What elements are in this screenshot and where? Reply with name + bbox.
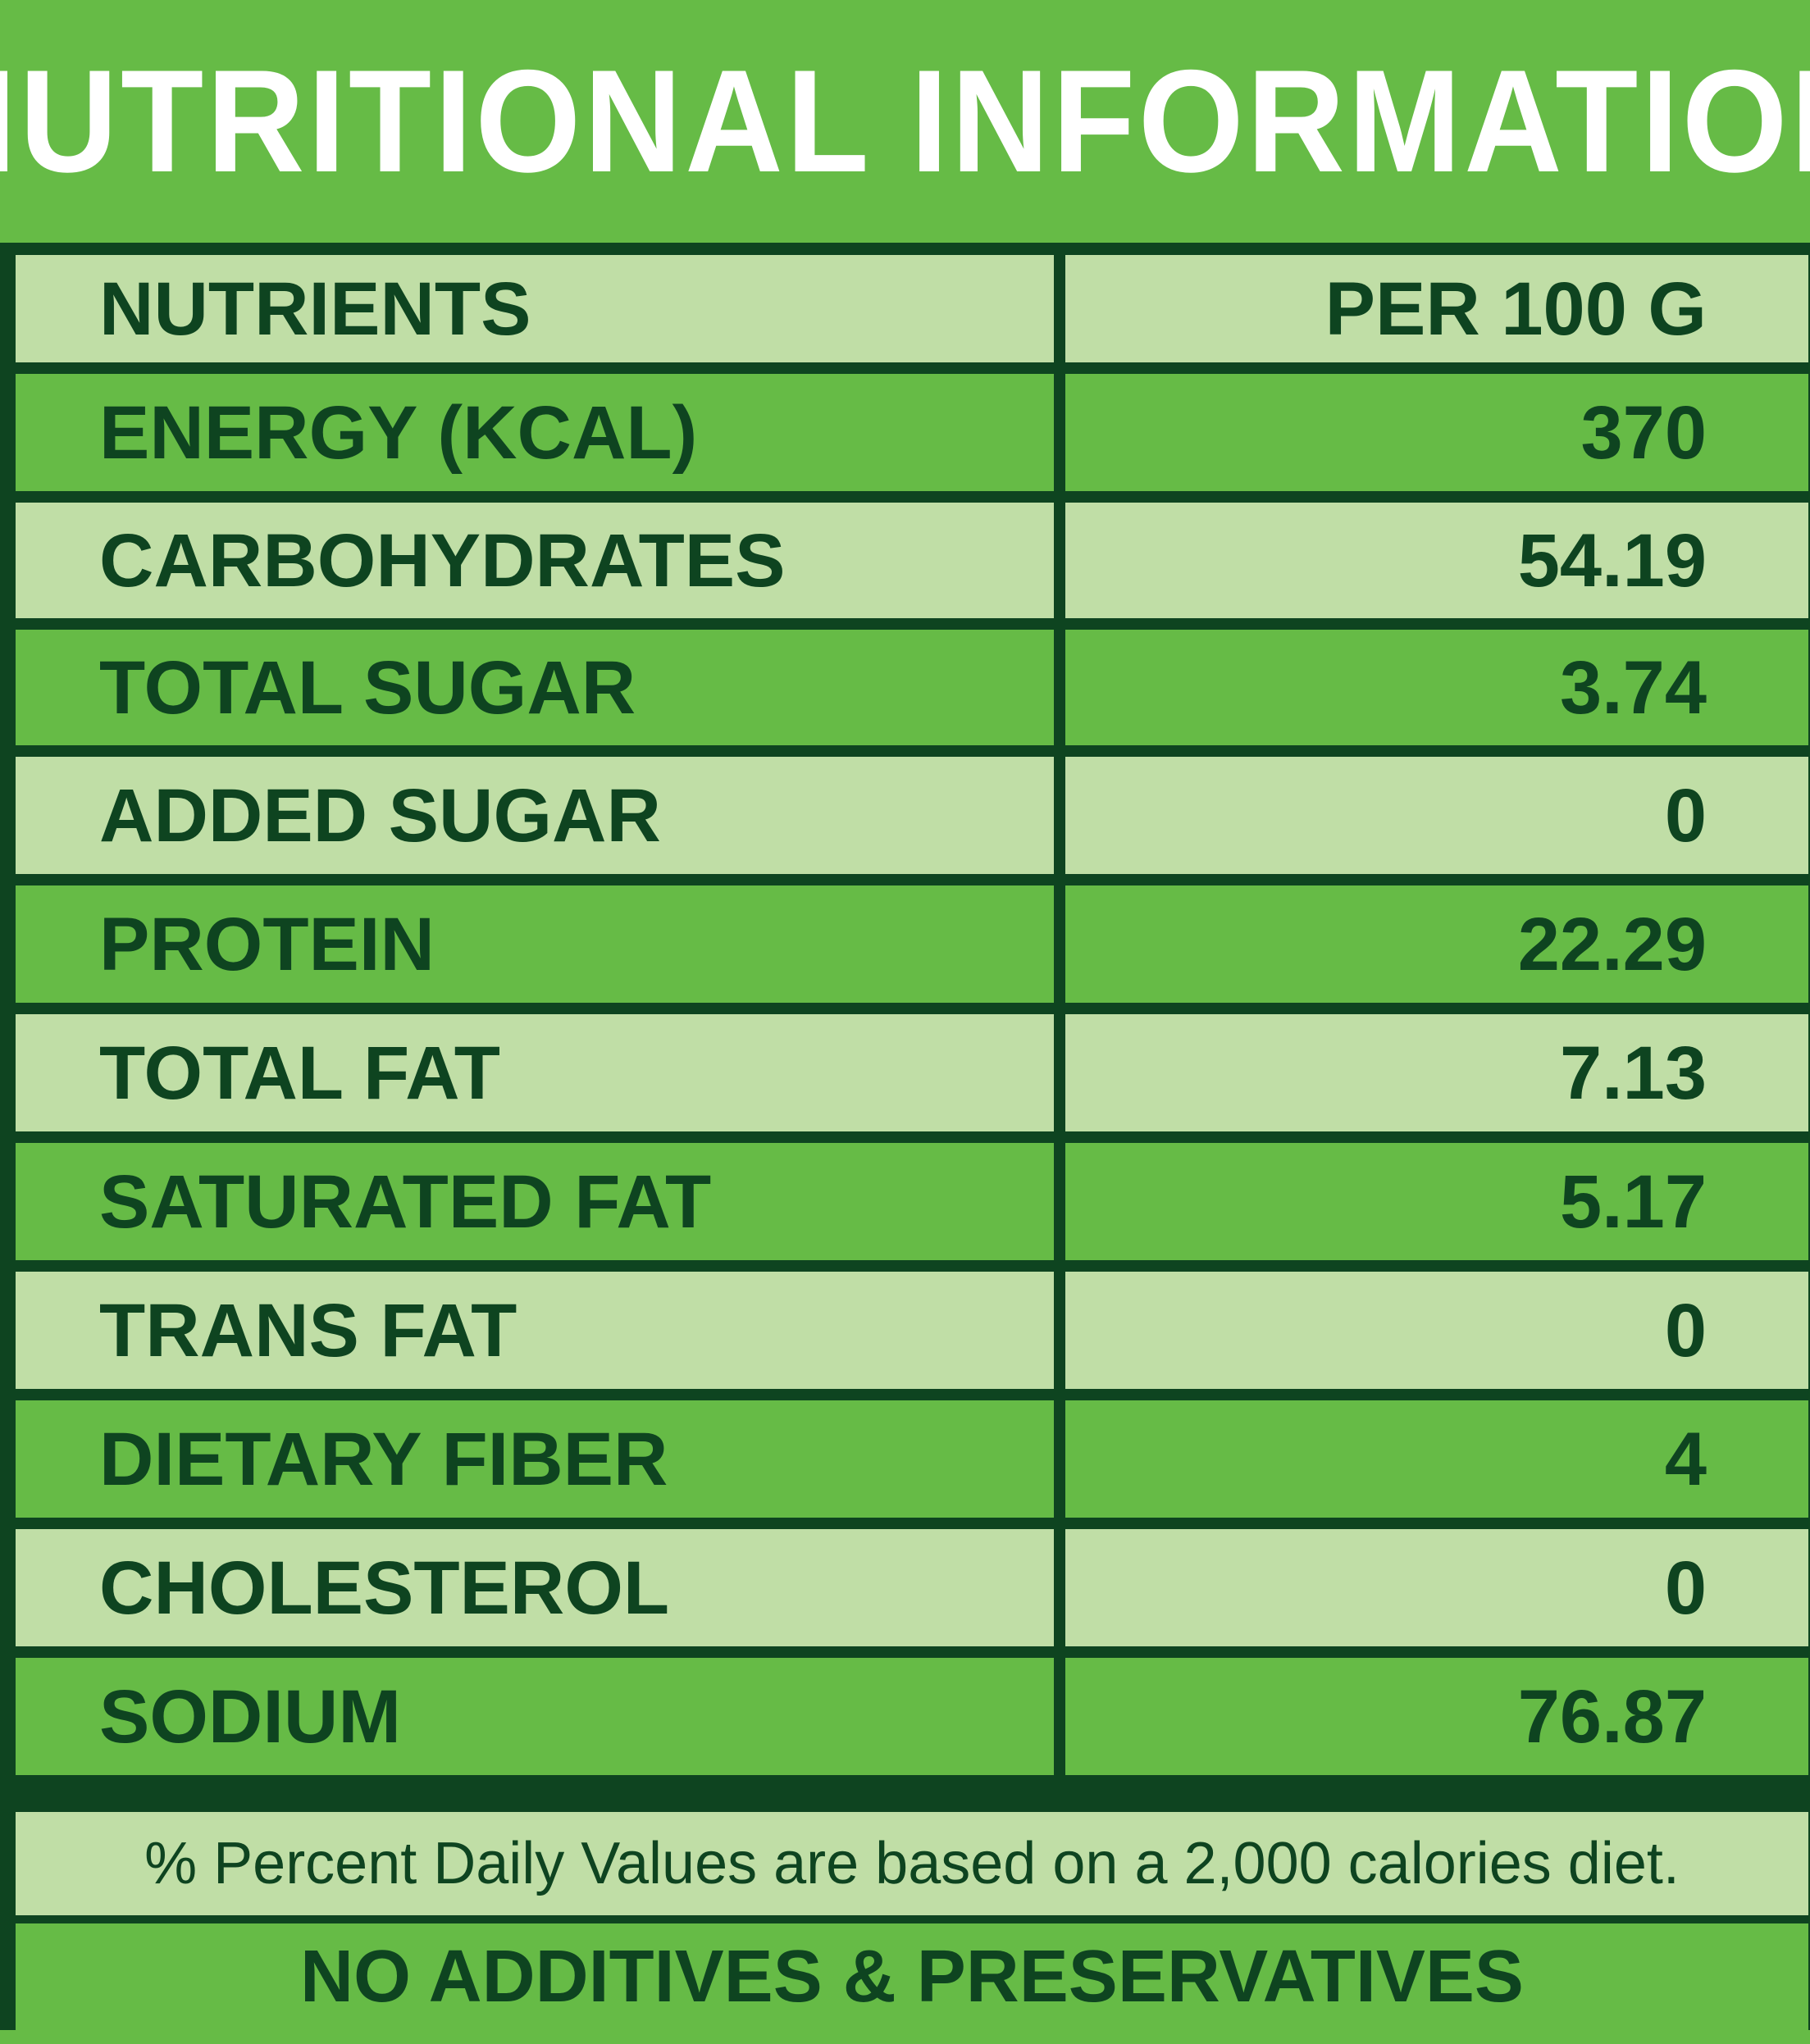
nutrient-name: ENERGY (KCAL) <box>16 374 1054 491</box>
nutrient-value: 0 <box>1065 1529 1808 1646</box>
nutrient-name: DIETARY FIBER <box>16 1400 1054 1518</box>
table-row: SODIUM 76.87 <box>16 1658 1808 1775</box>
bottom-edge <box>0 2030 1810 2044</box>
table-row: DIETARY FIBER 4 <box>16 1400 1808 1518</box>
header-per-100g: PER 100 G <box>1065 255 1808 362</box>
nutrient-value: 0 <box>1065 757 1808 874</box>
table-row: CHOLESTEROL 0 <box>16 1529 1808 1646</box>
nutrient-name: TOTAL SUGAR <box>16 630 1054 745</box>
table-row: PROTEIN 22.29 <box>16 885 1808 1003</box>
daily-values-footnote: % Percent Daily Values are based on a 2,… <box>16 1812 1808 1915</box>
nutrient-value: 7.13 <box>1065 1014 1808 1131</box>
nutrient-value: 5.17 <box>1065 1143 1808 1260</box>
table-header-row: NUTRIENTS PER 100 G <box>16 255 1808 362</box>
nutrient-name: ADDED SUGAR <box>16 757 1054 874</box>
table-row: TRANS FAT 0 <box>16 1272 1808 1389</box>
nutrient-value: 3.74 <box>1065 630 1808 745</box>
page-title: NUTRITIONAL INFORMATION <box>0 39 1810 203</box>
table-row: ADDED SUGAR 0 <box>16 757 1808 874</box>
nutrient-name: TRANS FAT <box>16 1272 1054 1389</box>
table-row: TOTAL FAT 7.13 <box>16 1014 1808 1131</box>
nutrient-value: 76.87 <box>1065 1658 1808 1775</box>
nutrient-name: SATURATED FAT <box>16 1143 1054 1260</box>
nutrient-value: 0 <box>1065 1272 1808 1389</box>
nutrition-table: NUTRIENTS PER 100 G ENERGY (KCAL) 370 CA… <box>0 243 1810 1806</box>
nutrient-value: 22.29 <box>1065 885 1808 1003</box>
title-bar: NUTRITIONAL INFORMATION <box>0 0 1810 243</box>
table-row: TOTAL SUGAR 3.74 <box>16 630 1808 745</box>
table-row: ENERGY (KCAL) 370 <box>16 374 1808 491</box>
nutrient-name: CARBOHYDRATES <box>16 503 1054 618</box>
header-nutrients: NUTRIENTS <box>16 255 1054 362</box>
nutrient-name: PROTEIN <box>16 885 1054 1003</box>
nutrient-value: 370 <box>1065 374 1808 491</box>
table-row: SATURATED FAT 5.17 <box>16 1143 1808 1260</box>
table-row: CARBOHYDRATES 54.19 <box>16 503 1808 618</box>
nutrient-value: 4 <box>1065 1400 1808 1518</box>
nutrient-name: TOTAL FAT <box>16 1014 1054 1131</box>
no-additives-banner: NO ADDITIVES & PRESERVATIVES <box>16 1923 1808 2030</box>
nutrient-value: 54.19 <box>1065 503 1808 618</box>
nutrient-name: CHOLESTEROL <box>16 1529 1054 1646</box>
nutrient-name: SODIUM <box>16 1658 1054 1775</box>
